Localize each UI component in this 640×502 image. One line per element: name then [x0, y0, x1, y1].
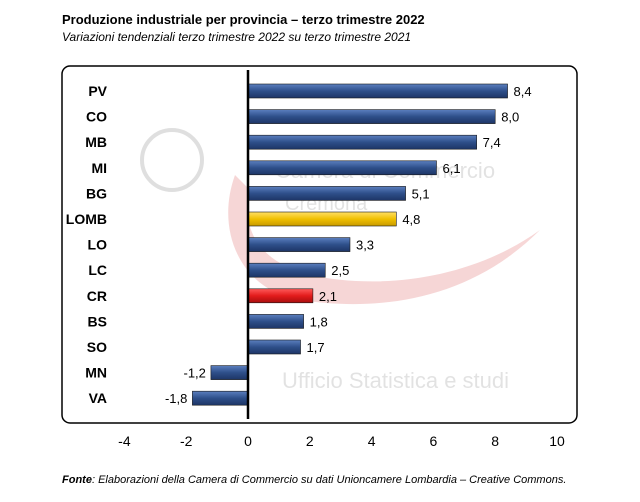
chart-subtitle: Variazioni tendenziali terzo trimestre 2…: [62, 30, 412, 44]
bar-lc: [247, 262, 326, 278]
watermark-swoosh: [228, 175, 541, 305]
x-tick-label: 4: [368, 433, 376, 449]
category-label: SO: [87, 339, 107, 355]
value-label: 8,0: [501, 110, 519, 125]
category-label: LC: [88, 262, 107, 278]
category-label: MN: [85, 365, 107, 381]
chart-title: Produzione industriale per provincia – t…: [62, 12, 425, 27]
bar-cr: [247, 288, 314, 304]
watermark: Camera di Commercio Cremona Ufficio Stat…: [140, 128, 541, 393]
x-tick-label: 10: [549, 433, 565, 449]
category-label: CO: [86, 109, 107, 125]
x-tick-label: -2: [180, 433, 193, 449]
category-label: MB: [85, 134, 107, 150]
category-label: VA: [89, 390, 107, 406]
category-label: LOMB: [66, 211, 107, 227]
value-label: 1,8: [310, 314, 328, 329]
source-label: Fonte: [62, 474, 92, 486]
category-label: MI: [91, 160, 107, 176]
source-text: : Elaborazioni della Camera di Commercio…: [91, 474, 567, 486]
value-label: 7,4: [483, 135, 501, 150]
watermark-line3: Ufficio Statistica e studi: [282, 368, 509, 393]
value-label: 1,7: [307, 340, 325, 355]
value-label: 6,1: [442, 161, 460, 176]
category-label: LO: [88, 237, 108, 253]
bar-mi: [247, 160, 437, 176]
x-tick-label: 8: [491, 433, 499, 449]
value-label: -1,8: [165, 391, 187, 406]
bar-bg: [247, 186, 406, 201]
source-note: Fonte: Elaborazioni della Camera di Comm…: [62, 474, 566, 486]
bar-mn: [210, 365, 249, 380]
bar-lomb: [247, 211, 397, 227]
category-label: BG: [86, 185, 107, 201]
bar-va: [192, 390, 249, 406]
bar-pv: [247, 83, 508, 99]
value-label: 8,4: [514, 84, 532, 99]
value-label: 5,1: [412, 186, 430, 201]
bar-lo: [247, 237, 351, 252]
bar-bs: [247, 314, 304, 329]
value-label: -1,2: [184, 366, 206, 381]
x-tick-label: 2: [306, 433, 314, 449]
value-label: 4,8: [402, 212, 420, 227]
category-label: BS: [88, 313, 107, 329]
x-tick-label: 0: [244, 433, 252, 449]
category-label: PV: [88, 83, 107, 99]
watermark-seal: [140, 128, 204, 192]
value-label: 3,3: [356, 238, 374, 253]
x-tick-label: 6: [430, 433, 438, 449]
value-label: 2,5: [331, 263, 349, 278]
bar-mb: [247, 134, 477, 150]
category-label: CR: [87, 288, 107, 304]
value-label: 2,1: [319, 289, 337, 304]
bar-chart: Camera di Commercio Cremona Ufficio Stat…: [61, 65, 578, 449]
bars-layer: PV 8,4 CO 8,0 MB 7,4 MI 6,1 BG 5,1 LOMB 4,8 LO 3,3 LC 2…: [66, 83, 532, 406]
axis-layer: -4 -2 0 2 4 6 8 10: [118, 70, 565, 449]
x-tick-label: -4: [118, 433, 131, 449]
bar-so: [247, 339, 301, 355]
bar-co: [247, 109, 496, 124]
